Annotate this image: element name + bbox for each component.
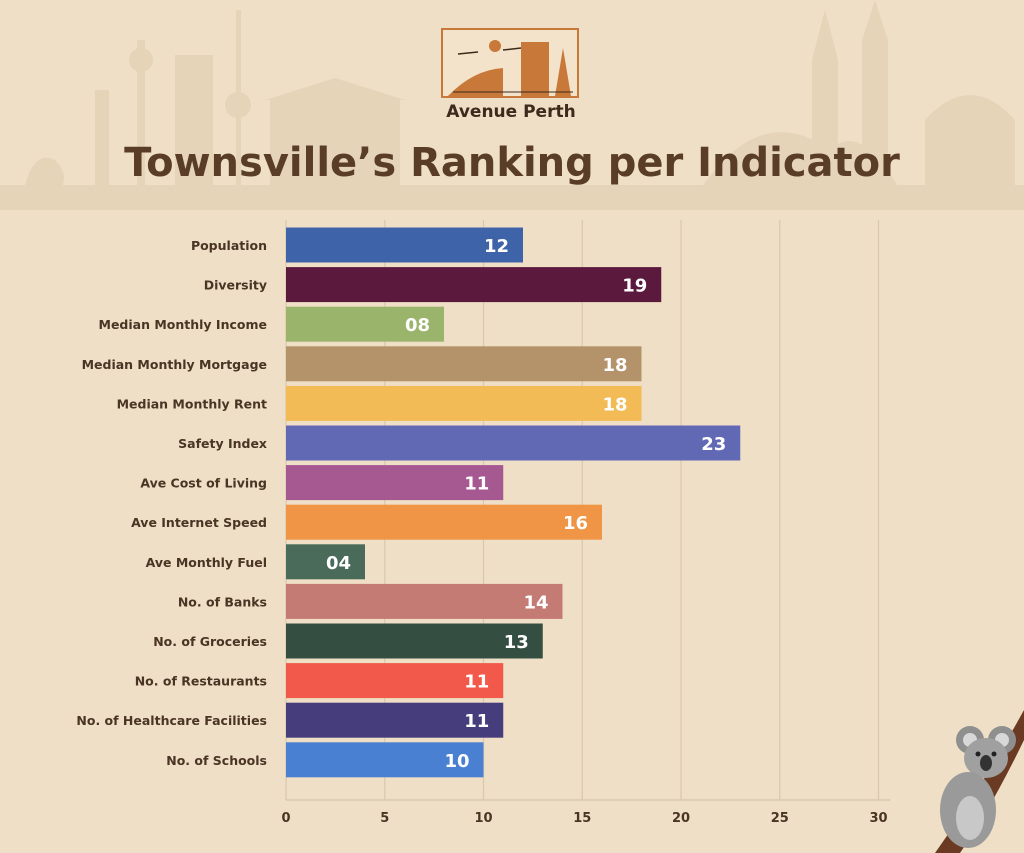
data-label: 12 xyxy=(484,236,509,257)
bar xyxy=(286,702,504,738)
bar xyxy=(286,346,642,382)
category-label: Diversity xyxy=(204,278,267,293)
data-label: 18 xyxy=(602,394,627,415)
x-tick-label: 15 xyxy=(573,811,591,826)
bar xyxy=(286,504,602,540)
category-label: No. of Groceries xyxy=(153,634,267,649)
category-label: Ave Monthly Fuel xyxy=(146,555,267,570)
skyline-background xyxy=(0,0,1024,210)
bar xyxy=(286,663,504,699)
x-tick-label: 5 xyxy=(380,811,389,826)
category-label: Safety Index xyxy=(178,436,267,451)
data-label: 11 xyxy=(464,711,489,732)
category-label: Median Monthly Mortgage xyxy=(82,357,267,372)
data-label: 11 xyxy=(464,474,489,495)
bar xyxy=(286,425,741,461)
category-labels: Population Diversity Median Monthly Income… xyxy=(76,238,267,768)
koala-icon xyxy=(935,710,1024,853)
city-building-icon xyxy=(448,40,573,96)
category-label: No. of Restaurants xyxy=(135,674,267,689)
data-label: 23 xyxy=(701,434,726,455)
logo-illustration xyxy=(441,28,579,98)
x-tick-label: 25 xyxy=(771,811,789,826)
data-label: 14 xyxy=(523,592,548,613)
bar-chart: 0 5 10 15 20 25 30 Population Diversity Median M… xyxy=(76,220,891,826)
category-label: No. of Banks xyxy=(178,594,267,609)
data-label: 18 xyxy=(602,355,627,376)
bar xyxy=(286,623,543,659)
data-label: 13 xyxy=(504,632,529,653)
x-axis-ticks: 0 5 10 15 20 25 30 xyxy=(281,811,887,826)
bar xyxy=(286,544,365,580)
x-tick-label: 0 xyxy=(281,811,290,826)
value-labels: 12 19 08 18 18 23 11 16 04 14 13 11 11 10 xyxy=(326,236,726,772)
category-label: No. of Healthcare Facilities xyxy=(76,713,267,728)
brand-name: Avenue Perth xyxy=(446,102,576,122)
data-label: 04 xyxy=(326,553,351,574)
x-tick-label: 10 xyxy=(474,811,492,826)
x-tick-label: 30 xyxy=(869,811,887,826)
brand-logo: Avenue Perth xyxy=(441,28,581,123)
category-label: Population xyxy=(191,238,267,253)
bars xyxy=(286,227,741,778)
data-label: 10 xyxy=(444,751,469,772)
category-label: Median Monthly Income xyxy=(99,317,267,332)
data-label: 19 xyxy=(622,276,647,297)
bar xyxy=(286,465,504,501)
category-label: Median Monthly Rent xyxy=(117,396,267,411)
bar xyxy=(286,742,484,778)
data-label: 08 xyxy=(405,315,430,336)
data-label: 16 xyxy=(563,513,588,534)
bar xyxy=(286,385,642,421)
x-tick-label: 20 xyxy=(672,811,690,826)
category-label: Ave Internet Speed xyxy=(131,515,267,530)
data-label: 11 xyxy=(464,672,489,693)
bar xyxy=(286,267,662,303)
bar xyxy=(286,583,563,619)
chart-title: Townsville’s Ranking per Indicator xyxy=(124,140,900,186)
bar xyxy=(286,227,523,263)
category-label: Ave Cost of Living xyxy=(140,476,267,491)
category-label: No. of Schools xyxy=(166,753,267,768)
bar xyxy=(286,306,444,342)
